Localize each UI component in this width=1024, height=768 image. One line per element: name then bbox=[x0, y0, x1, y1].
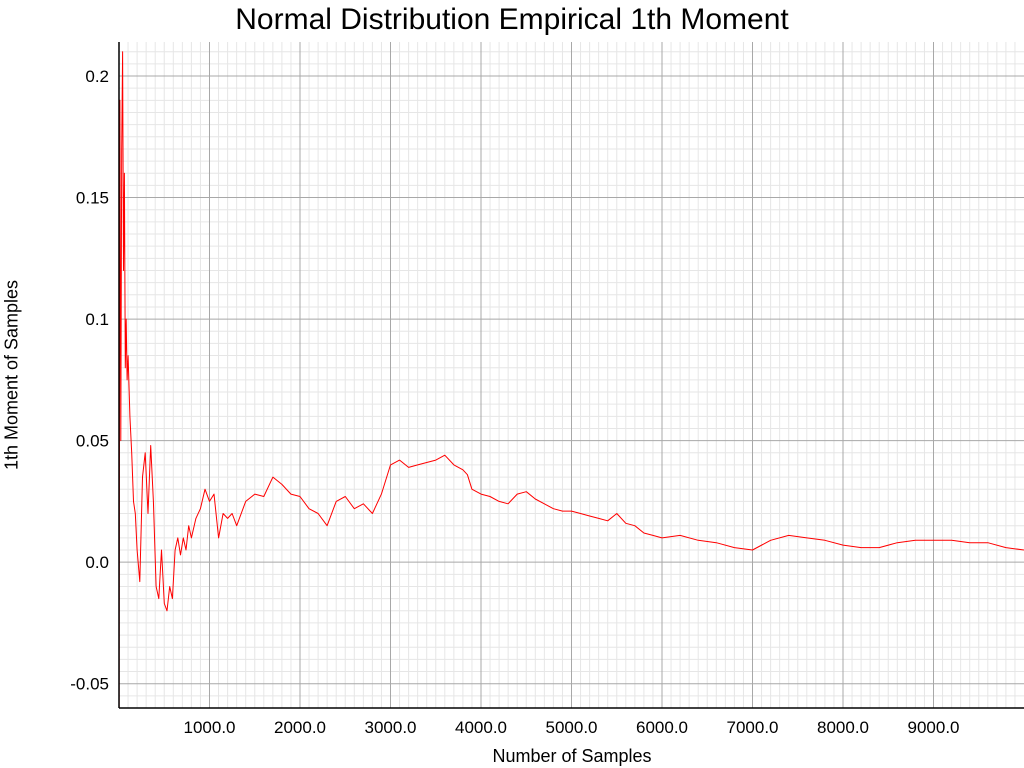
x-tick-label: 5000.0 bbox=[546, 718, 598, 737]
y-tick-label: 0.0 bbox=[85, 553, 109, 572]
x-tick-label: 7000.0 bbox=[727, 718, 779, 737]
series-layer bbox=[118, 51, 1024, 709]
series-line bbox=[118, 51, 1024, 709]
tick-labels: 1000.0 2000.0 3000.0 4000.0 5000.0 6000.0 7000… bbox=[70, 67, 959, 737]
y-tick-label: 0.1 bbox=[85, 310, 109, 329]
y-tick-label: -0.05 bbox=[70, 675, 109, 694]
chart-title: Normal Distribution Empirical 1th Moment bbox=[235, 3, 789, 36]
x-axis-label: Number of Samples bbox=[492, 746, 652, 766]
x-tick-label: 2000.0 bbox=[274, 718, 326, 737]
x-tick-label: 6000.0 bbox=[636, 718, 688, 737]
x-tick-label: 1000.0 bbox=[184, 718, 236, 737]
y-tick-label: 0.2 bbox=[85, 67, 109, 86]
x-tick-label: 4000.0 bbox=[455, 718, 507, 737]
major-grid bbox=[119, 42, 1024, 708]
x-tick-label: 9000.0 bbox=[908, 718, 960, 737]
y-tick-label: 0.05 bbox=[76, 432, 109, 451]
axes bbox=[118, 42, 1024, 709]
y-tick-label: 0.15 bbox=[76, 189, 109, 208]
x-tick-label: 3000.0 bbox=[365, 718, 417, 737]
x-tick-label: 8000.0 bbox=[817, 718, 869, 737]
